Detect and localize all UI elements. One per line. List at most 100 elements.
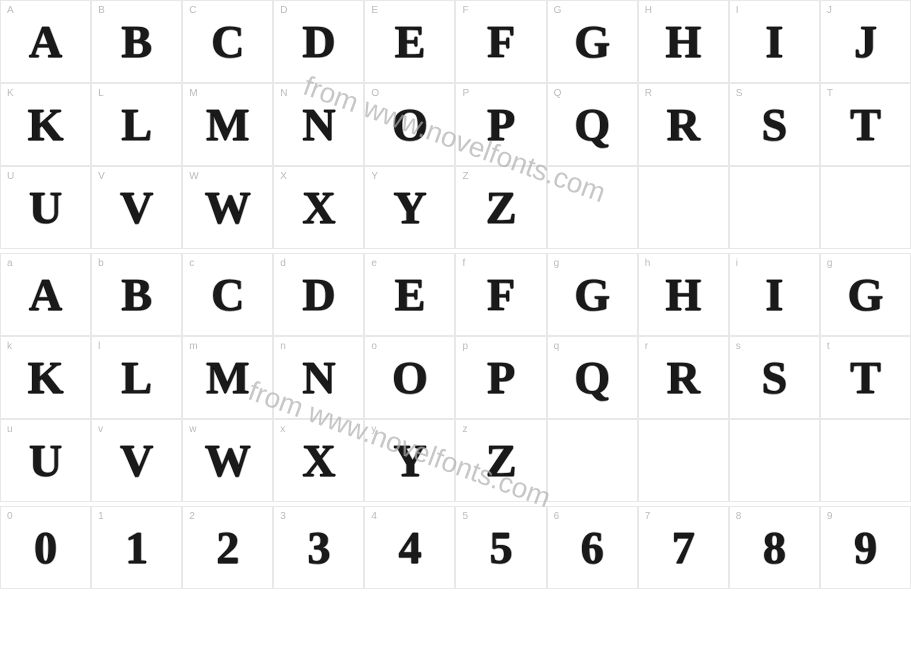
key-label: m <box>189 341 197 352</box>
key-label: 6 <box>554 511 560 522</box>
key-label: D <box>280 5 287 16</box>
key-label: s <box>736 341 741 352</box>
glyph-cell: rR <box>638 336 729 419</box>
key-label: f <box>462 258 465 269</box>
glyph-cell: BB <box>91 0 182 83</box>
key-label: x <box>280 424 285 435</box>
empty-cell <box>820 419 911 502</box>
glyph: C <box>211 15 244 68</box>
glyph-cell: bB <box>91 253 182 336</box>
glyph-cell: EE <box>364 0 455 83</box>
glyph-cell: JJ <box>820 0 911 83</box>
key-label: 2 <box>189 511 195 522</box>
glyph-cell: 77 <box>638 506 729 589</box>
lowercase-row-1: aAbBcCdDeEfFgGhHiIgG <box>0 253 911 336</box>
glyph-cell: wW <box>182 419 273 502</box>
glyph-cell: 88 <box>729 506 820 589</box>
glyph: X <box>302 434 335 487</box>
key-label: T <box>827 88 833 99</box>
glyph: L <box>121 351 152 404</box>
glyph-cell: kK <box>0 336 91 419</box>
glyph-cell: 55 <box>455 506 546 589</box>
glyph: L <box>121 98 152 151</box>
glyph: Z <box>486 181 517 234</box>
glyph: Z <box>486 434 517 487</box>
glyph: S <box>762 98 788 151</box>
lowercase-row-3: uUvVwWxXyYzZ <box>0 419 911 502</box>
glyph: 8 <box>763 521 786 574</box>
glyph: 0 <box>34 521 57 574</box>
glyph-cell: lL <box>91 336 182 419</box>
glyph: 2 <box>216 521 239 574</box>
key-label: 4 <box>371 511 377 522</box>
glyph-cell: YY <box>364 166 455 249</box>
glyph-cell: zZ <box>455 419 546 502</box>
glyph-cell: xX <box>273 419 364 502</box>
key-label: W <box>189 171 198 182</box>
key-label: l <box>98 341 100 352</box>
glyph: S <box>762 351 788 404</box>
glyph-cell: oO <box>364 336 455 419</box>
key-label: H <box>645 5 652 16</box>
glyph-cell: OO <box>364 83 455 166</box>
digits-row: 00112233445566778899 <box>0 506 911 589</box>
glyph-cell: MM <box>182 83 273 166</box>
glyph: A <box>29 268 62 321</box>
glyph-cell: aA <box>0 253 91 336</box>
glyph: F <box>487 15 515 68</box>
glyph-cell: iI <box>729 253 820 336</box>
key-label: L <box>98 88 104 99</box>
glyph-cell: XX <box>273 166 364 249</box>
key-label: I <box>736 5 739 16</box>
key-label: X <box>280 171 287 182</box>
key-label: q <box>554 341 560 352</box>
glyph-cell: CC <box>182 0 273 83</box>
glyph-cell: II <box>729 0 820 83</box>
glyph-cell: AA <box>0 0 91 83</box>
glyph-cell: VV <box>91 166 182 249</box>
key-label: E <box>371 5 378 16</box>
glyph-cell: 22 <box>182 506 273 589</box>
key-label: P <box>462 88 469 99</box>
glyph-cell: SS <box>729 83 820 166</box>
key-label: R <box>645 88 652 99</box>
key-label: i <box>736 258 738 269</box>
glyph: T <box>850 351 881 404</box>
glyph-cell: sS <box>729 336 820 419</box>
key-label: N <box>280 88 287 99</box>
key-label: a <box>7 258 13 269</box>
key-label: U <box>7 171 14 182</box>
key-label: k <box>7 341 12 352</box>
glyph: C <box>211 268 244 321</box>
key-label: K <box>7 88 14 99</box>
glyph: B <box>121 15 152 68</box>
key-label: h <box>645 258 651 269</box>
key-label: y <box>371 424 376 435</box>
glyph: W <box>205 434 251 487</box>
key-label: V <box>98 171 105 182</box>
glyph-cell: vV <box>91 419 182 502</box>
glyph: I <box>765 268 783 321</box>
glyph: Y <box>393 434 426 487</box>
glyph-cell: yY <box>364 419 455 502</box>
glyph-cell: eE <box>364 253 455 336</box>
glyph-cell: TT <box>820 83 911 166</box>
glyph: B <box>121 268 152 321</box>
glyph: P <box>487 351 515 404</box>
glyph: T <box>850 98 881 151</box>
glyph: 6 <box>581 521 604 574</box>
key-label: g <box>827 258 833 269</box>
key-label: t <box>827 341 830 352</box>
key-label: e <box>371 258 377 269</box>
key-label: b <box>98 258 104 269</box>
uppercase-row-2: KKLLMMNNOOPPQQRRSSTT <box>0 83 911 166</box>
glyph: H <box>665 15 701 68</box>
glyph: K <box>28 98 64 151</box>
glyph-cell: gG <box>547 253 638 336</box>
glyph: J <box>854 15 877 68</box>
glyph: D <box>302 15 335 68</box>
glyph: U <box>29 434 62 487</box>
glyph-cell: pP <box>455 336 546 419</box>
glyph: 3 <box>307 521 330 574</box>
glyph-cell: 11 <box>91 506 182 589</box>
